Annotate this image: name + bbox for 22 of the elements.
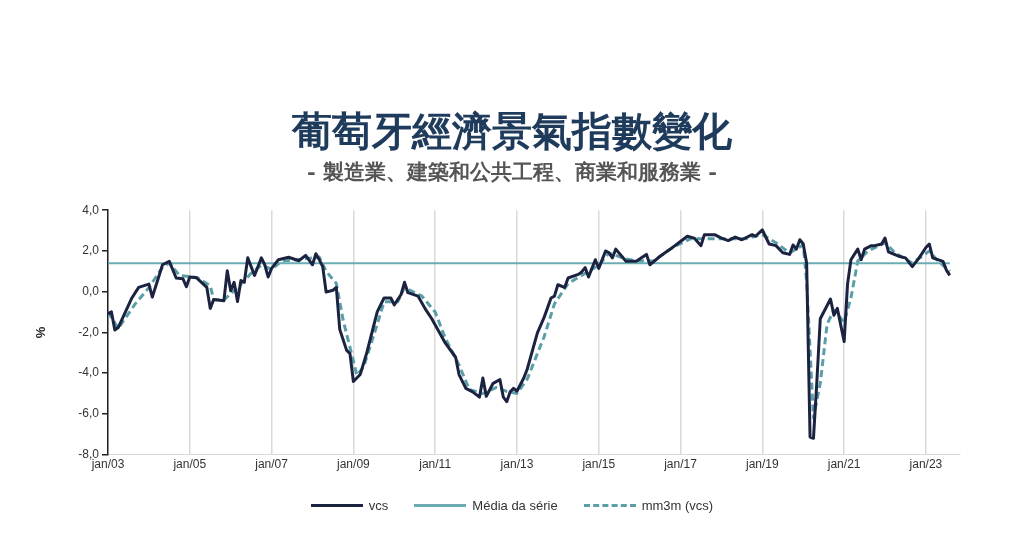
legend-label: Média da série <box>472 498 558 513</box>
legend-label: mm3m (vcs) <box>641 498 714 513</box>
legend-label: vcs <box>368 498 389 513</box>
x-tick-label: jan/09 <box>336 457 371 472</box>
y-tick-label: -4,0 <box>78 365 100 380</box>
x-tick-label: jan/21 <box>826 457 861 472</box>
x-tick-label: jan/05 <box>172 457 207 472</box>
y-tick-label: -2,0 <box>78 324 100 339</box>
x-tick-label: jan/23 <box>908 457 943 472</box>
chart-subtitle: - 製造業、建築和公共工程、商業和服務業 - <box>305 158 719 186</box>
chart-title: 葡萄牙經濟景氣指數變化 <box>290 106 733 156</box>
x-tick-label: jan/13 <box>499 457 534 472</box>
x-tick-label: jan/07 <box>254 457 289 472</box>
y-tick-label: 0,0 <box>82 283 100 298</box>
y-axis-title: % <box>33 326 49 339</box>
x-tick-label: jan/19 <box>744 457 780 472</box>
y-tick-label: 4,0 <box>82 202 100 217</box>
y-tick-label: 2,0 <box>82 243 100 258</box>
x-tick-label: jan/11 <box>418 457 452 472</box>
x-tick-label: jan/15 <box>581 457 616 472</box>
y-tick-label: -6,0 <box>78 406 100 421</box>
x-tick-label: jan/17 <box>663 457 698 472</box>
